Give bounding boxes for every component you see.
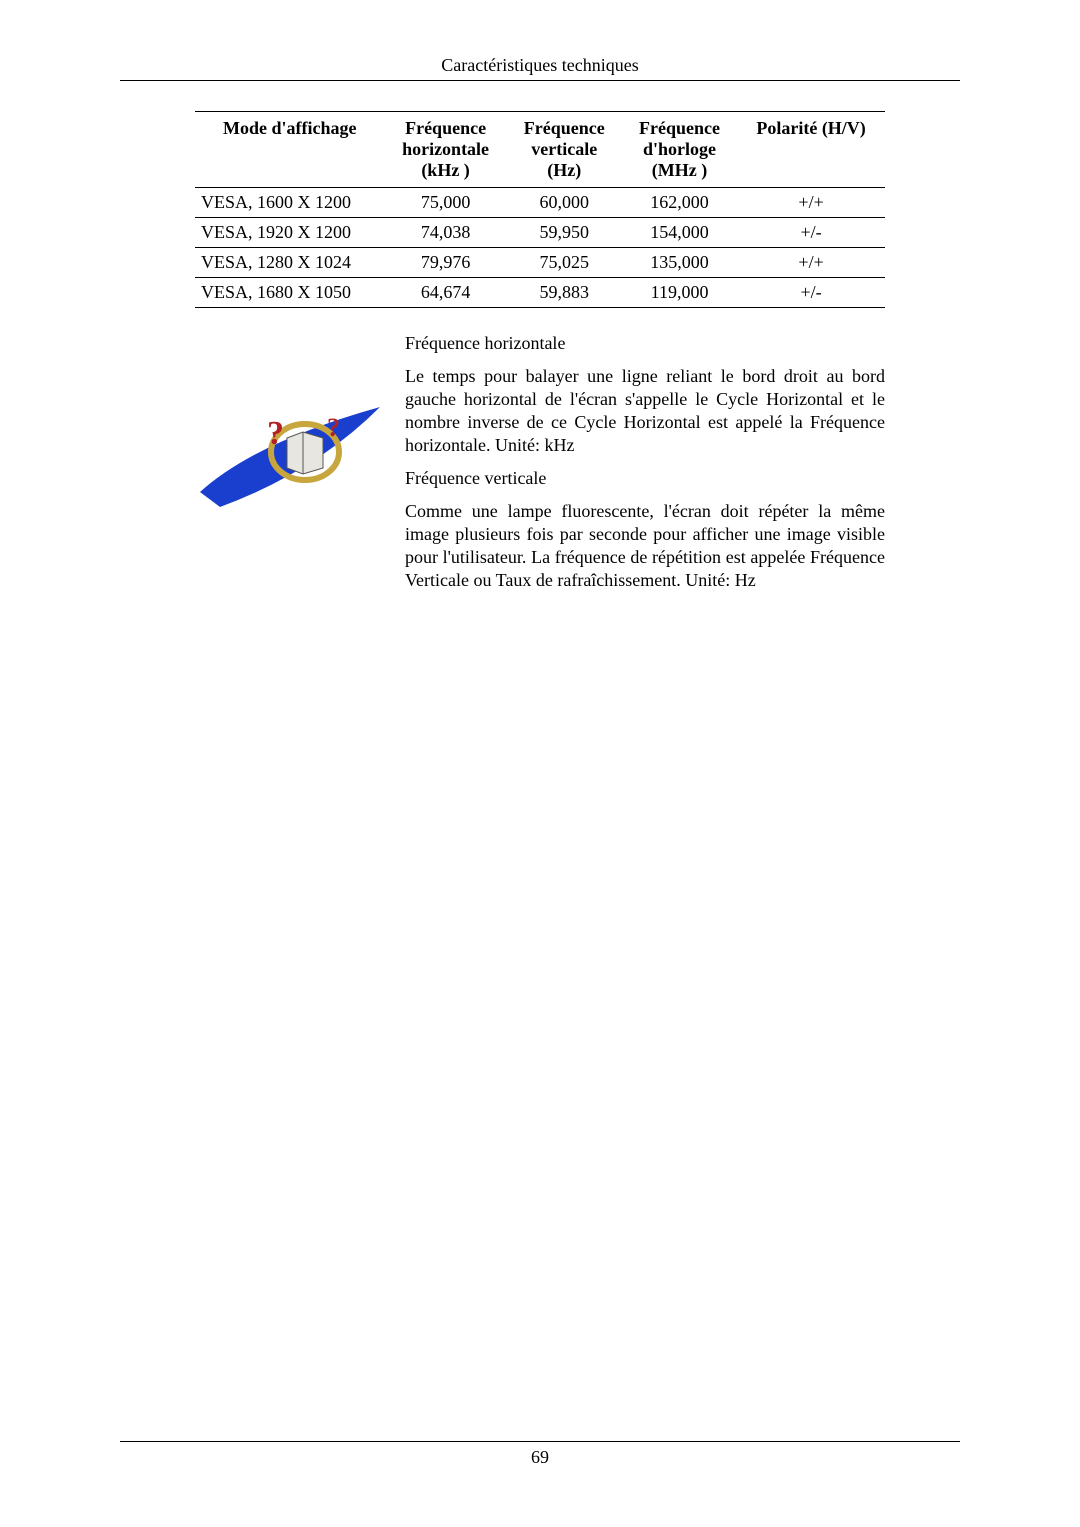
cell-vfreq: 60,000 bbox=[507, 188, 622, 218]
svg-text:?: ? bbox=[267, 415, 284, 452]
cell-hfreq: 74,038 bbox=[385, 218, 507, 248]
definition-icon: ? ? bbox=[195, 332, 385, 517]
footer-rule bbox=[120, 1441, 960, 1442]
cell-hfreq: 75,000 bbox=[385, 188, 507, 218]
col-vfreq: Fréquenceverticale(Hz) bbox=[507, 112, 622, 188]
cell-polarity: +/+ bbox=[737, 188, 885, 218]
table-row: VESA, 1920 X 120074,03859,950154,000+/- bbox=[195, 218, 885, 248]
header-rule bbox=[120, 80, 960, 81]
cell-clock: 135,000 bbox=[622, 248, 737, 278]
col-mode: Mode d'affichage bbox=[195, 112, 385, 188]
cell-polarity: +/+ bbox=[737, 248, 885, 278]
cell-vfreq: 59,883 bbox=[507, 278, 622, 308]
table-row: VESA, 1280 X 102479,97675,025135,000+/+ bbox=[195, 248, 885, 278]
cell-hfreq: 79,976 bbox=[385, 248, 507, 278]
def-v-body: Comme une lampe fluorescente, l'écran do… bbox=[405, 500, 885, 592]
cell-vfreq: 59,950 bbox=[507, 218, 622, 248]
def-v-title: Fréquence verticale bbox=[405, 467, 885, 490]
col-hfreq: Fréquencehorizontale(kHz ) bbox=[385, 112, 507, 188]
col-clock: Fréquenced'horloge(MHz ) bbox=[622, 112, 737, 188]
cell-polarity: +/- bbox=[737, 218, 885, 248]
cell-vfreq: 75,025 bbox=[507, 248, 622, 278]
cell-clock: 119,000 bbox=[622, 278, 737, 308]
cell-clock: 162,000 bbox=[622, 188, 737, 218]
def-h-body: Le temps pour balayer une ligne reliant … bbox=[405, 365, 885, 457]
cell-mode: VESA, 1600 X 1200 bbox=[195, 188, 385, 218]
cell-mode: VESA, 1920 X 1200 bbox=[195, 218, 385, 248]
cell-hfreq: 64,674 bbox=[385, 278, 507, 308]
cell-mode: VESA, 1280 X 1024 bbox=[195, 248, 385, 278]
cell-clock: 154,000 bbox=[622, 218, 737, 248]
table-row: VESA, 1680 X 105064,67459,883119,000+/- bbox=[195, 278, 885, 308]
cell-mode: VESA, 1680 X 1050 bbox=[195, 278, 385, 308]
page-number: 69 bbox=[120, 1447, 960, 1468]
col-polarity: Polarité (H/V) bbox=[737, 112, 885, 188]
def-h-title: Fréquence horizontale bbox=[405, 332, 885, 355]
svg-text:?: ? bbox=[327, 413, 340, 442]
table-row: VESA, 1600 X 120075,00060,000162,000+/+ bbox=[195, 188, 885, 218]
table-header-row: Mode d'affichage Fréquencehorizontale(kH… bbox=[195, 112, 885, 188]
timing-table: Mode d'affichage Fréquencehorizontale(kH… bbox=[195, 111, 885, 308]
cell-polarity: +/- bbox=[737, 278, 885, 308]
page-header-title: Caractéristiques techniques bbox=[120, 55, 960, 76]
